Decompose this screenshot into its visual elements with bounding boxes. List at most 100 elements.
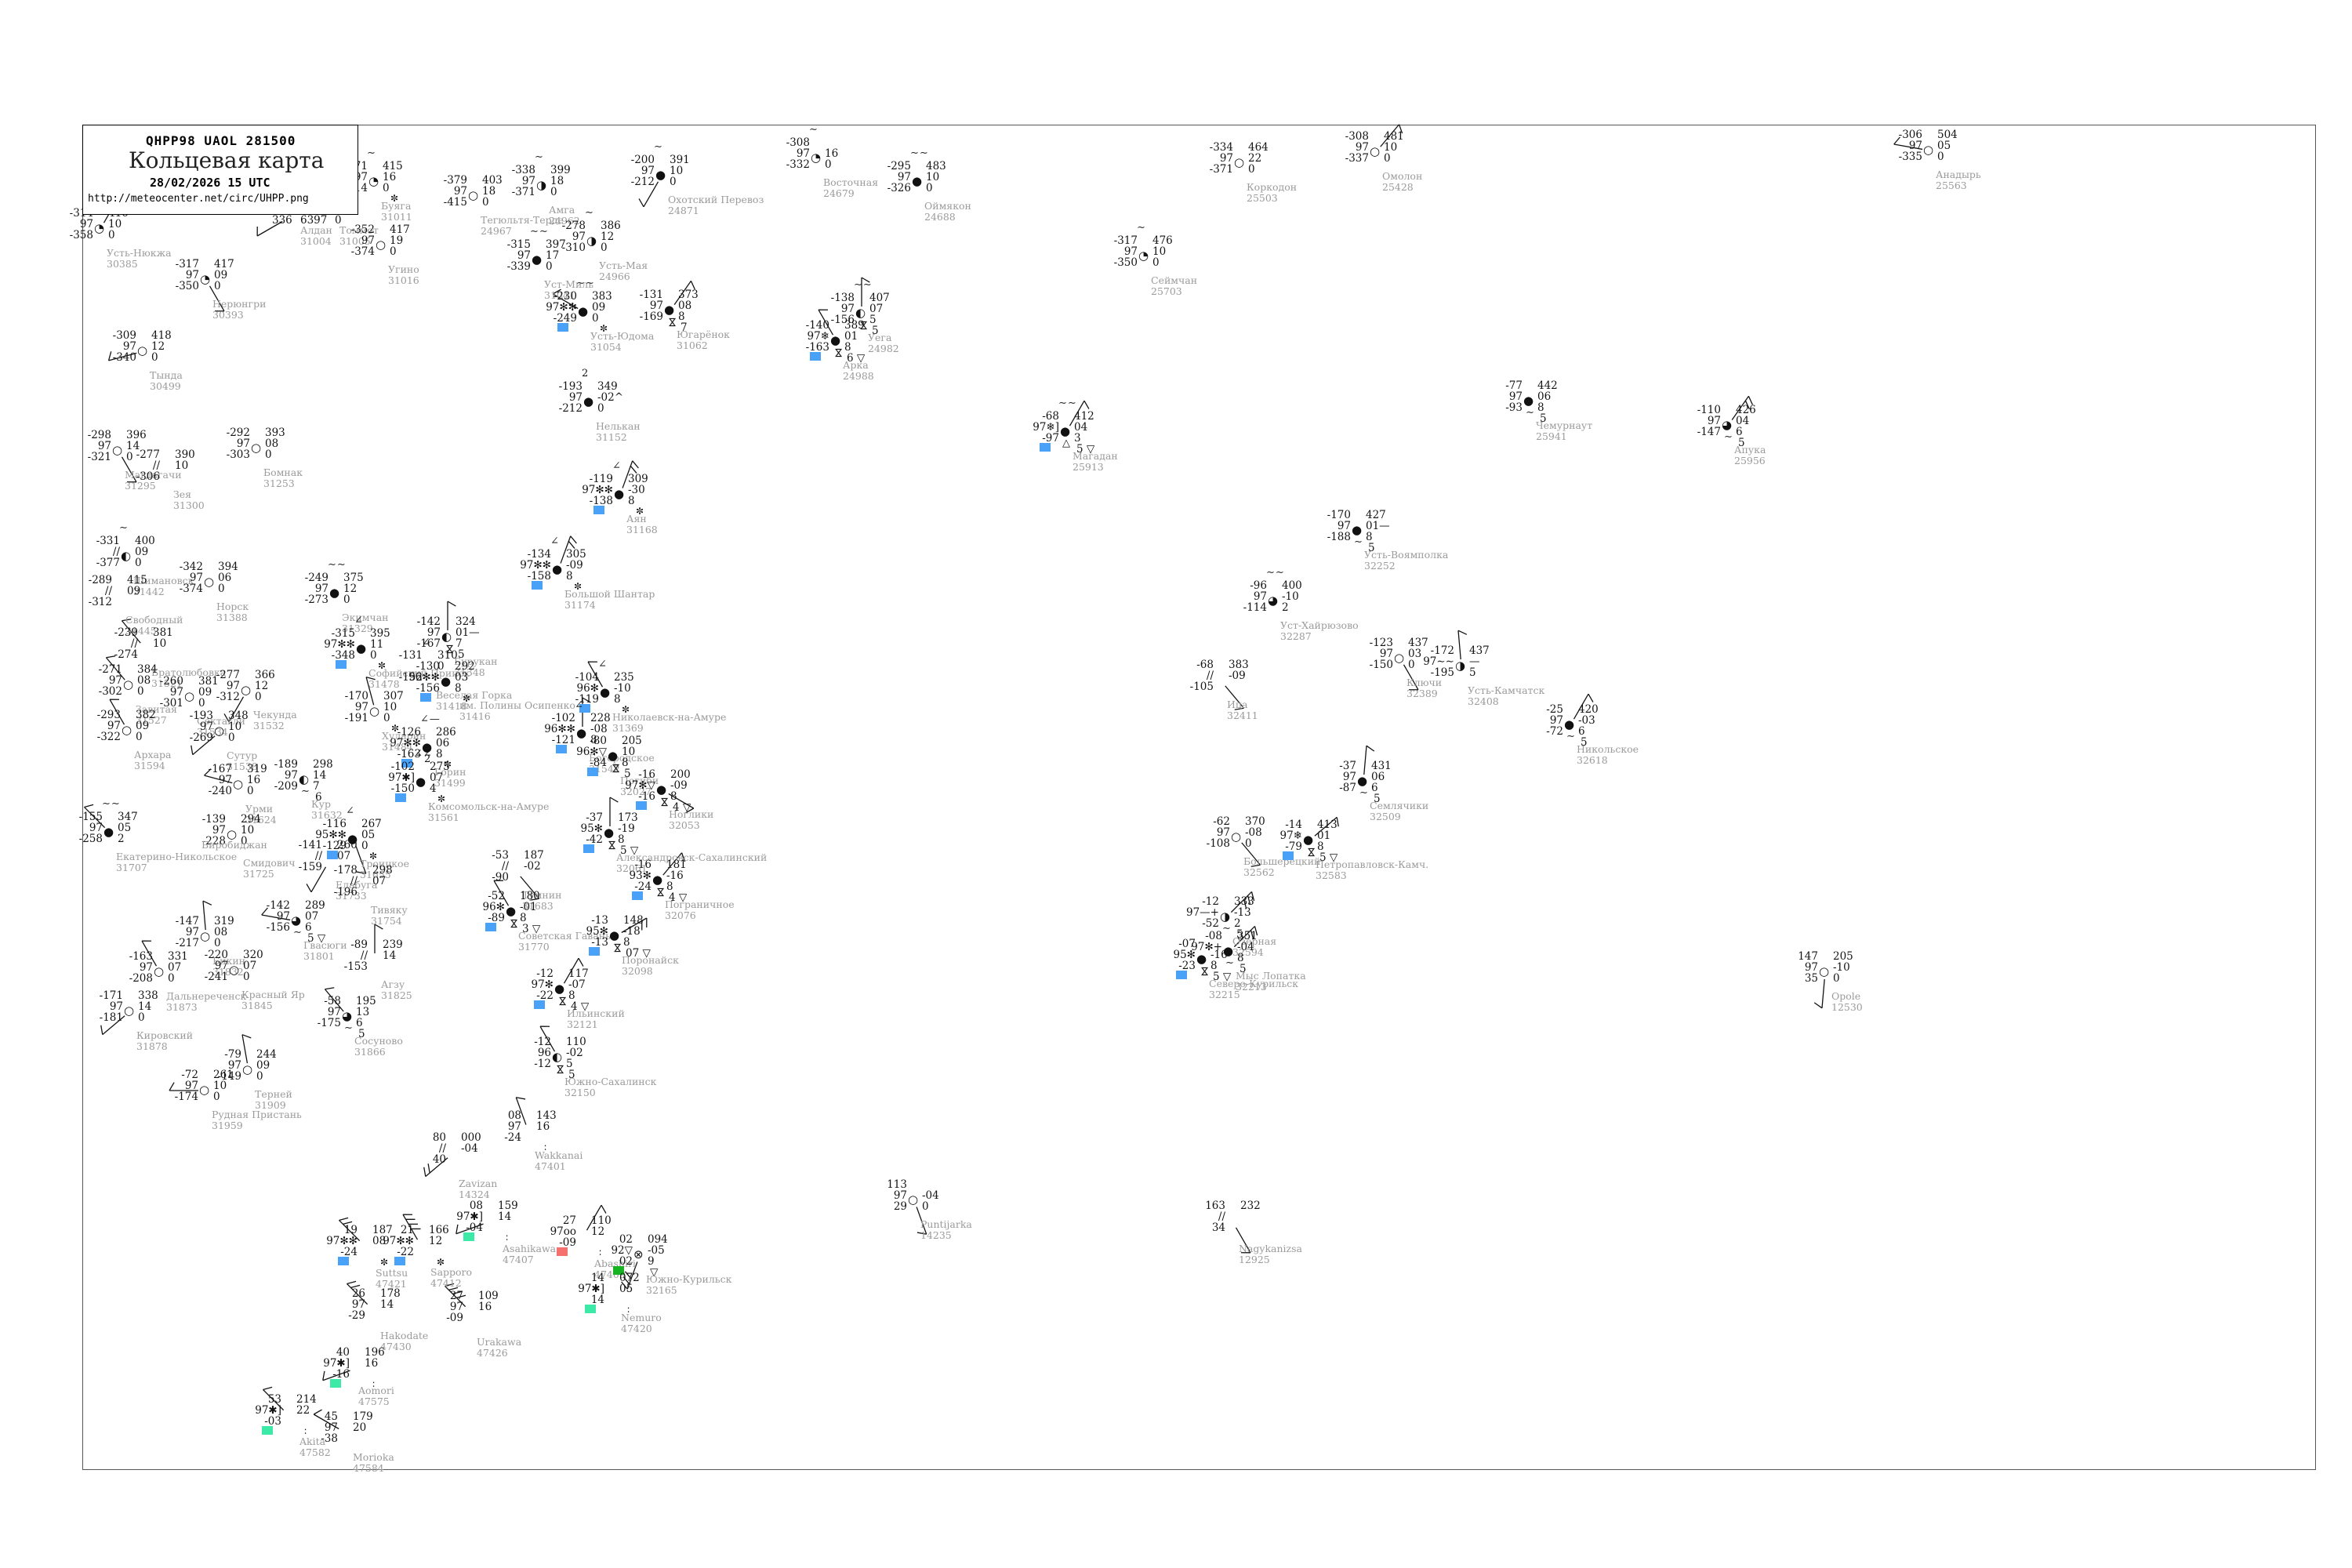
- station-cloud-circle-icon: ○: [199, 1083, 210, 1097]
- station-visibility-weather: 97: [796, 147, 810, 160]
- below-circle-symbol: ∼: [1526, 407, 1534, 419]
- station-temperature: -77: [1505, 379, 1523, 392]
- station-cloud-circle-icon: ◐: [299, 772, 310, 786]
- station-wmo-id: 24988: [843, 369, 874, 382]
- station-pressure-tendency: 01—: [1366, 520, 1390, 532]
- station-temperature: -172: [1430, 644, 1454, 657]
- precip-marker-square: [613, 1266, 624, 1275]
- station-name-label: Троицкое 31655: [360, 858, 409, 880]
- station-cloud-circle-icon: ◕: [291, 913, 302, 927]
- below-circle-symbol: ∼: [293, 927, 302, 938]
- station-visibility-weather: 97: [97, 440, 111, 452]
- precip-marker-square: [810, 352, 821, 361]
- station-cloud-amount-low: 0: [214, 937, 221, 949]
- station-extra-group: 5: [568, 1069, 575, 1081]
- station-wmo-id: 30499: [150, 379, 181, 392]
- weather-mark-icon: ✼: [369, 851, 378, 862]
- station-cloud-amount-low: 0: [213, 1091, 220, 1103]
- station-cloud-circle-icon: ●: [1523, 394, 1534, 408]
- station-cloud-circle-icon: ●: [1196, 952, 1207, 966]
- station-pressure-tendency: 01—: [456, 626, 480, 639]
- station-name-label: Тында 30499: [150, 369, 183, 392]
- station-cloud-circle-icon: ○: [376, 238, 387, 252]
- station-dewpoint: -322: [96, 731, 121, 743]
- station-wmo-id: 31011: [381, 210, 412, 223]
- station-name-label: Смидович 31725: [243, 857, 296, 880]
- station-dewpoint: -121: [551, 734, 575, 746]
- station-visibility-weather: 96✻✻: [544, 723, 575, 735]
- station-cloud-amount-low: 0: [256, 1070, 263, 1083]
- precip-marker-square: [420, 693, 431, 702]
- station-wmo-id: 32150: [564, 1086, 596, 1098]
- station-dewpoint: -374: [179, 583, 203, 595]
- station-cloud-amount-low: 3: [1074, 432, 1081, 445]
- station-pressure-tendency: -16: [1210, 949, 1228, 961]
- station-pressure: 178: [380, 1287, 401, 1300]
- station-pressure-tendency: 07: [243, 960, 257, 972]
- station-temperature: -292: [226, 426, 250, 439]
- station-name-label: Nemuro 47420: [621, 1312, 662, 1334]
- station-dewpoint: -24: [634, 880, 652, 893]
- station-wmo-id: 31825: [381, 989, 412, 1001]
- below-circle-symbol: ⋈: [666, 317, 678, 328]
- station-dewpoint: -188: [1327, 531, 1351, 543]
- station-pressure: 324: [456, 615, 476, 628]
- station-dewpoint: -89: [488, 912, 505, 924]
- station-pressure-tendency: -10: [614, 682, 631, 695]
- precip-marker-square: [583, 844, 594, 853]
- station-visibility-weather: 97: [139, 961, 153, 974]
- station-cloud-circle-icon: ●: [609, 928, 620, 942]
- station-dewpoint: -377: [96, 557, 120, 569]
- station-cloud-circle-icon: ○: [154, 964, 165, 978]
- station-dewpoint: -191: [344, 712, 368, 724]
- station-wmo-id: 31416: [459, 710, 491, 722]
- station-dewpoint: -97: [1042, 432, 1059, 445]
- station-cloud-amount-low: 9: [648, 1255, 655, 1268]
- station-wmo-id: 24962: [549, 214, 580, 227]
- station-wmo-id: 31632: [311, 808, 343, 821]
- station-pressure-tendency: -10: [1833, 961, 1850, 974]
- station-pressure: 166: [429, 1224, 449, 1236]
- station-pressure: 476: [1152, 234, 1173, 247]
- station-pressure-tendency: 07: [337, 850, 351, 862]
- station-pressure-tendency: -09: [1229, 670, 1246, 682]
- station-cloud-circle-icon: ○: [1394, 651, 1405, 665]
- station-wmo-id: 32053: [669, 818, 700, 831]
- weather-mark-icon: ✼: [444, 759, 452, 770]
- station-temperature: -189: [274, 758, 298, 771]
- station-pressure-tendency: 05: [118, 822, 132, 834]
- station-temperature: 21: [400, 1224, 414, 1236]
- station-pressure: 200: [670, 768, 691, 781]
- station-extra-group: 7: [681, 321, 688, 334]
- station-dewpoint: -240: [208, 785, 232, 797]
- station-visibility-weather: 97: [122, 340, 136, 353]
- station-visibility-weather: 97❄]: [1033, 421, 1059, 434]
- station-pressure-tendency: -30: [628, 484, 645, 496]
- blowing-snow-icon: 2: [582, 368, 590, 379]
- station-pressure-tendency: 12: [343, 583, 358, 595]
- blowing-snow-icon: ∠: [346, 805, 355, 817]
- station-pressure: 310: [437, 649, 458, 662]
- station-visibility-weather: 97: [1216, 826, 1230, 839]
- station-name-label: Opole 12530: [1831, 990, 1863, 1013]
- station-name-label: Экимчан 31329: [342, 612, 389, 634]
- station-dewpoint: -371: [511, 186, 535, 198]
- station-name-label: Весёлая Горка 31418: [436, 689, 513, 712]
- station-cloud-circle-icon: ○: [1370, 144, 1381, 158]
- station-visibility-weather: 97: [1549, 714, 1563, 727]
- station-visibility-weather: 95✻: [580, 822, 604, 835]
- station-wmo-id: 31832: [212, 965, 244, 978]
- station-pressure-tendency: 08: [372, 1235, 387, 1247]
- station-cloud-circle-icon: ●: [1357, 774, 1368, 788]
- station-pressure-tendency: 07: [168, 961, 182, 974]
- station-pressure: 349: [597, 380, 618, 393]
- station-wmo-id: 32076: [665, 909, 696, 921]
- station-pressure-tendency: 09: [127, 585, 141, 597]
- station-extra-group: 5 ▽: [307, 932, 326, 945]
- station-temperature: -315: [331, 627, 355, 640]
- station-visibility-weather: 97: [1707, 415, 1721, 427]
- below-circle-symbol: ⋈: [507, 918, 520, 929]
- station-pressure: 260: [337, 839, 358, 851]
- station-wmo-id: 32213: [1236, 980, 1267, 993]
- station-dewpoint: -09: [559, 1236, 576, 1249]
